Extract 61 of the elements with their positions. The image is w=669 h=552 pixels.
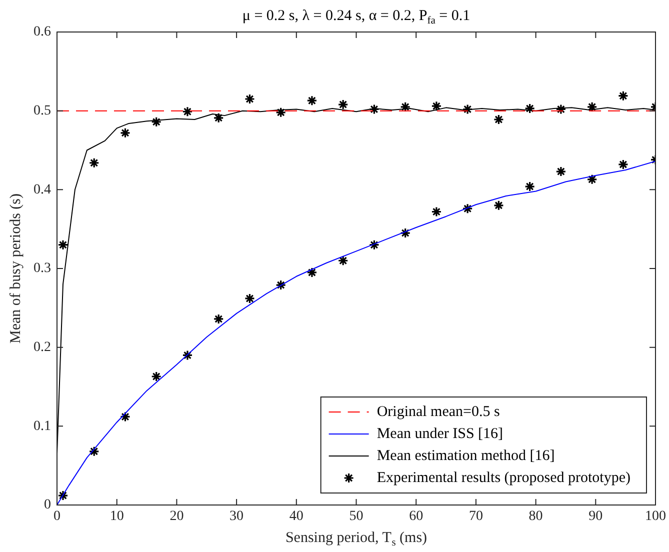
y-axis-title: Mean of busy periods (s) <box>8 194 24 344</box>
point <box>524 181 536 192</box>
point <box>88 158 100 168</box>
point <box>306 95 318 106</box>
point <box>462 104 473 115</box>
x-tick-label: 50 <box>349 509 364 524</box>
legend-label: Experimental results (proposed prototype) <box>376 470 631 486</box>
x-tick-label: 40 <box>289 509 304 524</box>
point <box>431 206 442 218</box>
point <box>586 102 598 112</box>
point <box>431 100 442 112</box>
point <box>276 107 286 118</box>
x-tick-label: 80 <box>528 509 543 524</box>
x-tick-label: 0 <box>54 509 60 524</box>
point <box>462 203 473 214</box>
point <box>151 116 162 128</box>
point <box>276 280 286 290</box>
y-tick-label: 0.6 <box>34 24 51 40</box>
point <box>400 102 411 112</box>
point <box>182 106 193 117</box>
x-tick-label: 20 <box>170 509 184 524</box>
x-tick-label: 10 <box>110 509 124 524</box>
legend-label: Original mean=0.5 s <box>376 404 500 420</box>
point <box>556 166 566 177</box>
point <box>151 371 162 382</box>
point <box>368 104 380 115</box>
point <box>58 490 68 501</box>
point <box>338 99 348 110</box>
point <box>120 411 131 422</box>
point <box>213 112 224 124</box>
point <box>368 240 380 250</box>
y-tick-label: 0.2 <box>34 340 51 356</box>
point <box>618 159 628 170</box>
x-tick-label: 100 <box>645 509 666 524</box>
point <box>338 255 348 266</box>
point <box>524 103 536 114</box>
point <box>586 174 598 185</box>
point <box>213 314 224 324</box>
x-tick-label: 30 <box>230 509 244 524</box>
x-tick-label: 70 <box>468 509 483 524</box>
legend-label: Mean under ISS [16] <box>376 426 504 442</box>
point <box>244 94 256 104</box>
legend-label: Mean estimation method [16] <box>376 448 555 464</box>
point <box>400 228 411 238</box>
y-tick-label: 0.3 <box>34 261 51 276</box>
y-tick-label: 0 <box>44 498 51 513</box>
point <box>244 293 256 304</box>
point <box>493 114 504 125</box>
point <box>618 90 628 102</box>
point <box>58 240 68 250</box>
point <box>306 267 318 278</box>
x-tick-label: 90 <box>588 509 603 524</box>
x-tick-label: 60 <box>409 509 424 524</box>
point <box>120 128 131 138</box>
point <box>88 446 100 457</box>
y-tick-label: 0.5 <box>34 104 51 119</box>
point <box>493 200 504 211</box>
point <box>556 104 566 115</box>
y-tick-label: 0.4 <box>34 182 51 198</box>
y-tick-label: 0.1 <box>34 418 51 434</box>
point <box>182 350 193 361</box>
